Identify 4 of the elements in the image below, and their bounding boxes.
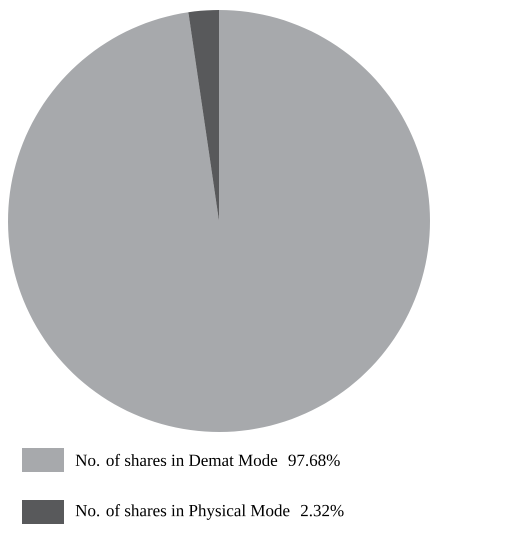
legend-label: No. of shares in Demat Mode [76, 454, 278, 466]
data-label: 2.32% [300, 504, 344, 516]
legend-label: No. of shares in Physical Mode [76, 504, 290, 520]
data-label: 97.68% [288, 454, 340, 466]
